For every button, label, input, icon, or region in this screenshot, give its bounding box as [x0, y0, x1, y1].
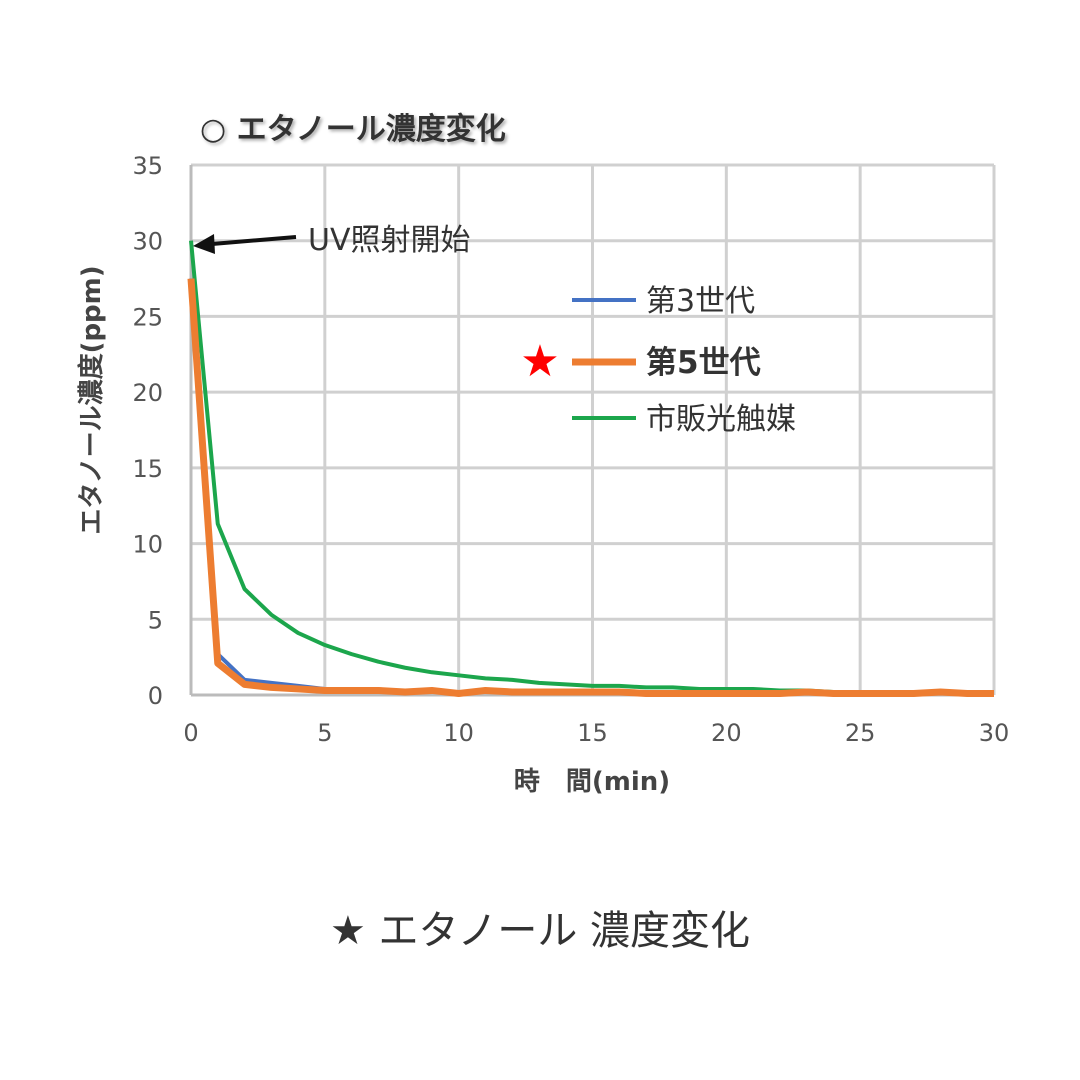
y-axis-label: エタノール濃度(ppm): [76, 265, 107, 534]
annotation-label: UV照射開始: [308, 223, 470, 258]
chart-title: ○ エタノール濃度変化: [200, 112, 506, 147]
y-tick-label: 25: [132, 303, 163, 331]
annotation-arrow: [211, 235, 297, 246]
x-tick-label: 25: [845, 719, 876, 747]
arrowhead-icon: [193, 234, 215, 254]
caption: ★ エタノール 濃度変化: [329, 908, 751, 954]
legend-label: 第5世代: [646, 345, 761, 381]
y-tick-label: 35: [132, 152, 163, 180]
legend-label: 第3世代: [646, 284, 755, 319]
y-tick-label: 10: [132, 531, 163, 559]
x-tick-label: 0: [183, 719, 198, 747]
y-tick-label: 30: [132, 228, 163, 256]
x-tick-label: 5: [317, 719, 332, 747]
y-tick-label: 15: [132, 455, 163, 483]
legend-label: 市販光触媒: [646, 402, 796, 437]
y-tick-label: 0: [148, 682, 163, 710]
x-tick-label: 10: [443, 719, 474, 747]
star-icon: ★: [520, 336, 559, 387]
x-tick-label: 15: [577, 719, 608, 747]
x-axis-label: 時 間(min): [514, 767, 670, 797]
series-line-2: [187, 278, 994, 697]
y-tick-label: 20: [132, 379, 163, 407]
y-tick-label: 5: [148, 606, 163, 634]
x-tick-label: 30: [979, 719, 1010, 747]
x-tick-label: 20: [711, 719, 742, 747]
